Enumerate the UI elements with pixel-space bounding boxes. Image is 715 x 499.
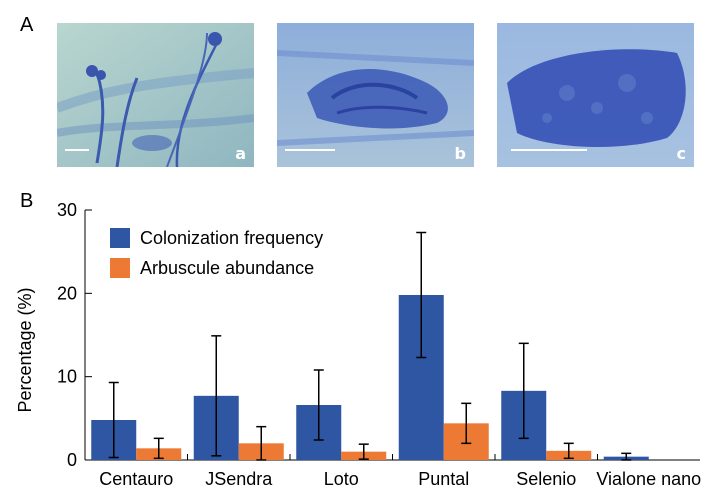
legend-label: Colonization frequency: [140, 228, 323, 248]
error-bar: [461, 402, 472, 445]
y-tick-label: 20: [57, 283, 77, 303]
error-bar: [563, 442, 574, 460]
bar-chart: 0 10 20 30 Centauro JSendra Loto Puntal Selenio…: [15, 200, 701, 489]
error-bar: [108, 381, 119, 459]
micrograph-a: a: [57, 23, 254, 167]
y-tick-label: 0: [67, 450, 77, 470]
panel-b-label: B: [20, 190, 34, 212]
micrograph-b: b: [277, 23, 474, 167]
micrograph-c: c: [497, 23, 694, 167]
x-tick-label: Centauro: [99, 469, 173, 489]
error-bar: [153, 437, 164, 460]
legend-swatch: [110, 228, 130, 248]
error-bar: [211, 335, 222, 457]
y-axis-label: Percentage (%): [15, 287, 35, 412]
error-bar: [416, 231, 427, 359]
x-tick-label: JSendra: [205, 469, 273, 489]
legend-swatch: [110, 258, 130, 278]
error-bar: [518, 342, 529, 440]
scale-bar: [285, 149, 335, 151]
error-bar: [313, 369, 324, 441]
error-bar: [358, 443, 369, 460]
micrograph-label: a: [235, 144, 246, 163]
scale-bar: [511, 149, 587, 151]
micrograph-label: b: [454, 144, 466, 163]
x-tick-label: Puntal: [418, 469, 469, 489]
y-tick-label: 30: [57, 200, 77, 220]
x-tick-label: Selenio: [516, 469, 576, 489]
y-tick-label: 10: [57, 367, 77, 387]
error-bar: [256, 425, 267, 461]
x-tick-label: Vialone nano: [596, 469, 701, 489]
x-tick-label: Loto: [324, 469, 359, 489]
scale-bar: [65, 149, 89, 151]
error-bar: [621, 452, 632, 461]
panel-a-label: A: [20, 14, 34, 36]
legend-label: Arbuscule abundance: [140, 258, 314, 278]
micrograph-label: c: [676, 144, 686, 163]
